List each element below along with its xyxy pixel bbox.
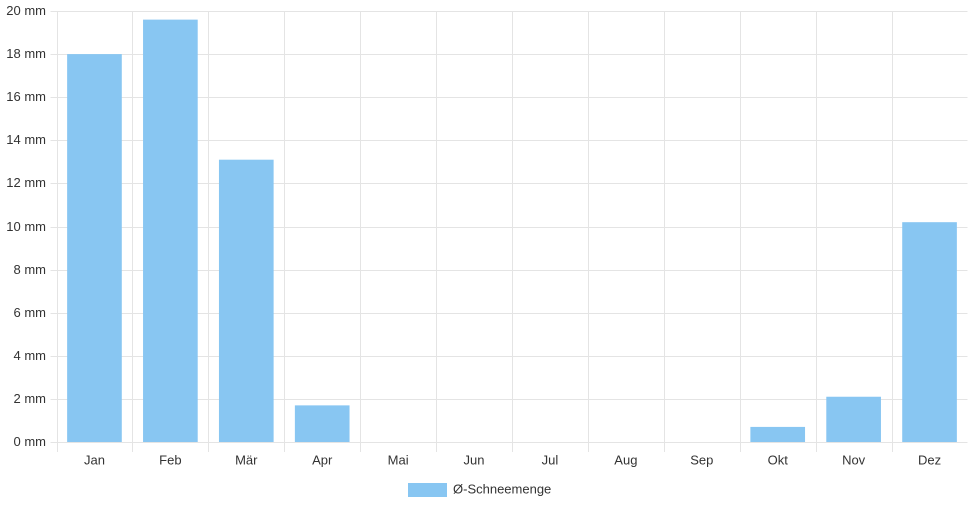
bar — [750, 426, 806, 442]
bar — [67, 54, 122, 442]
x-tick-label: Jan — [84, 452, 105, 467]
x-tick-label: Dez — [918, 452, 941, 467]
bar — [826, 396, 881, 442]
y-tick-label: 12 mm — [6, 175, 46, 190]
y-tick-label: 0 mm — [14, 434, 47, 449]
bar — [902, 222, 957, 442]
x-tick-label: Feb — [159, 452, 181, 467]
x-tick-label: Mär — [235, 452, 258, 467]
x-tick-label: Jul — [542, 452, 559, 467]
bar — [143, 19, 198, 443]
y-tick-label: 6 mm — [14, 305, 47, 320]
bar — [294, 405, 350, 442]
legend-label: Ø-Schneemenge — [453, 481, 551, 496]
y-tick-label: 2 mm — [14, 391, 47, 406]
y-tick-label: 8 mm — [14, 262, 47, 277]
x-tick-label: Okt — [768, 452, 789, 467]
x-tick-label: Aug — [614, 452, 637, 467]
x-tick-label: Apr — [312, 452, 333, 467]
y-tick-label: 20 mm — [6, 3, 46, 18]
x-tick-label: Jun — [464, 452, 485, 467]
y-tick-label: 14 mm — [6, 132, 46, 147]
y-tick-label: 10 mm — [6, 219, 46, 234]
y-tick-label: 18 mm — [6, 46, 46, 61]
legend-swatch — [408, 483, 447, 497]
y-tick-label: 16 mm — [6, 89, 46, 104]
y-tick-label: 4 mm — [14, 348, 47, 363]
x-tick-label: Mai — [388, 452, 409, 467]
x-tick-label: Sep — [690, 452, 713, 467]
x-tick-label: Nov — [842, 452, 866, 467]
bar — [218, 159, 274, 442]
